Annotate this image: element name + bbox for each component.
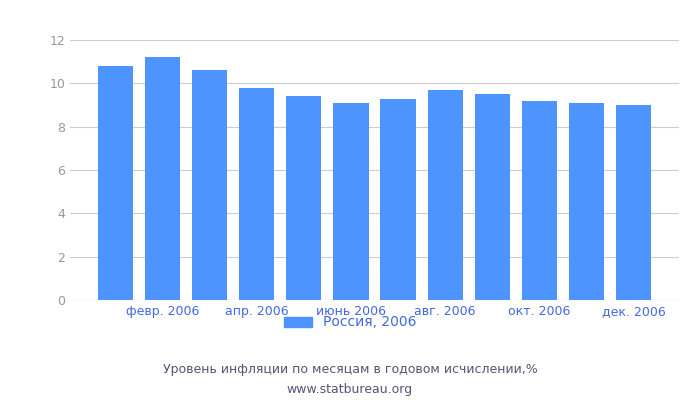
Bar bbox=[145, 57, 180, 300]
Legend: Россия, 2006: Россия, 2006 bbox=[279, 310, 421, 335]
Bar bbox=[569, 103, 604, 300]
Bar bbox=[98, 66, 133, 300]
Bar bbox=[380, 98, 416, 300]
Bar bbox=[522, 101, 557, 300]
Bar bbox=[192, 70, 228, 300]
Text: Уровень инфляции по месяцам в годовом исчислении,%: Уровень инфляции по месяцам в годовом ис… bbox=[162, 364, 538, 376]
Bar bbox=[239, 88, 274, 300]
Bar bbox=[333, 103, 369, 300]
Text: www.statbureau.org: www.statbureau.org bbox=[287, 384, 413, 396]
Bar bbox=[616, 105, 651, 300]
Bar bbox=[428, 90, 463, 300]
Bar bbox=[286, 96, 321, 300]
Bar bbox=[475, 94, 510, 300]
